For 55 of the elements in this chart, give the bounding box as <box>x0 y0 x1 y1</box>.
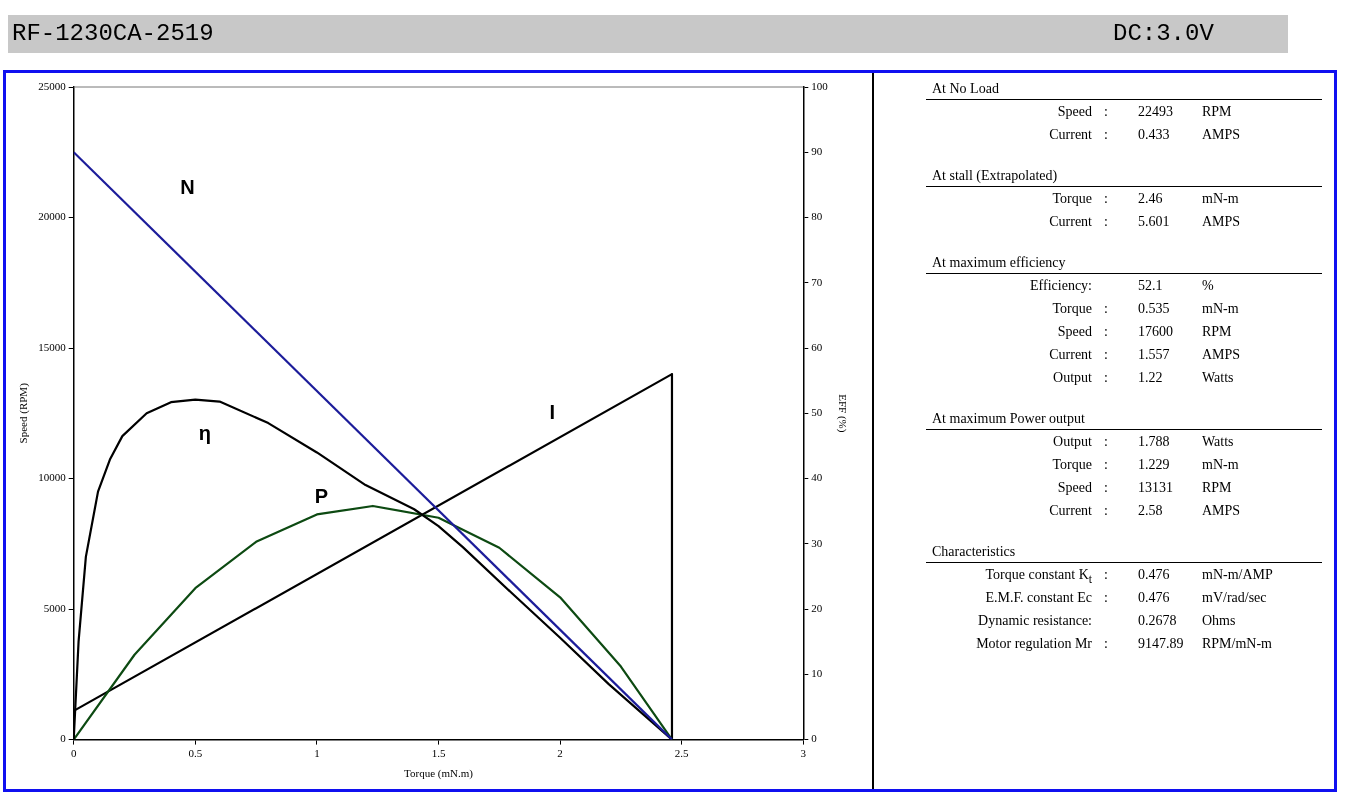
y2-axis-title: EFF (%) <box>835 394 849 433</box>
text: At No Load <box>926 79 1322 100</box>
y-tick-label: 15000 <box>38 340 67 353</box>
text: Torque : 1.229 mN-m <box>1052 457 1239 472</box>
text: N <box>180 176 195 199</box>
text: At maximum efficiency <box>926 253 1322 274</box>
text: Dynamic resistance: 0.2678 Ohms <box>978 613 1236 628</box>
text: Torque : 2.46 mN-m <box>1052 191 1239 206</box>
y-tick-label: 25000 <box>38 79 67 92</box>
y2-tick-label: 80 <box>811 210 823 223</box>
text: Output : 1.22 Watts <box>1053 370 1234 385</box>
y2-tick-label: 50 <box>811 406 823 419</box>
text: Current : 5.601 AMPS <box>1049 214 1241 229</box>
text: Torque : 0.535 mN-m <box>1052 301 1239 316</box>
text: Speed : 22493 RPM <box>1057 104 1232 119</box>
text: Motor regulation Mr : 9147.89 RPM/mN-m <box>976 636 1273 651</box>
text: At stall (Extrapolated) <box>926 166 1322 187</box>
y2-tick-label: 60 <box>811 340 823 353</box>
text: Speed : 17600 RPM <box>1057 324 1232 339</box>
x-tick-label: 1 <box>314 747 320 760</box>
series-label: I <box>549 401 556 424</box>
y2-tick-label: 20 <box>811 601 823 614</box>
text: At maximum Power output <box>926 409 1322 430</box>
text: Efficiency: 52.1 % <box>1030 278 1214 293</box>
y2-tick-label: 70 <box>811 275 823 288</box>
x-tick-label: 1.5 <box>431 747 446 760</box>
y-axis-title: Speed (RPM) <box>17 382 31 444</box>
chart-title: RF-1230CA-2519 <box>12 20 214 47</box>
text: Current : 2.58 AMPS <box>1049 503 1241 518</box>
y2-tick-label: 90 <box>811 145 823 158</box>
x-tick-label: 0.5 <box>188 747 203 760</box>
y-tick-label: 20000 <box>38 210 67 223</box>
series-label: P <box>314 485 329 508</box>
y2-tick-label: 30 <box>811 536 823 549</box>
text: Characteristics <box>926 542 1322 563</box>
text: Output : 1.788 Watts <box>1053 434 1234 449</box>
series-label: η <box>198 421 212 444</box>
y2-tick-label: 40 <box>811 471 823 484</box>
y-tick-label: 5000 <box>43 601 67 614</box>
x-tick-label: 3 <box>800 747 807 760</box>
text: DC:3.0V <box>1113 20 1214 47</box>
y2-tick-label: 10 <box>811 667 823 680</box>
x-tick-label: 0 <box>70 747 77 760</box>
y-tick-label: 10000 <box>38 471 67 484</box>
y2-tick-label: 100 <box>811 79 829 92</box>
y2-tick-label: 0 <box>811 732 818 745</box>
y-tick-label: 0 <box>60 732 67 745</box>
x-tick-label: 2.5 <box>674 747 690 760</box>
x-tick-label: 2 <box>557 747 563 760</box>
text: Current : 0.433 AMPS <box>1049 127 1241 142</box>
text: Torque constant K$_{t}$ : 0.476 mN-m/AMP <box>985 567 1273 586</box>
text: Speed : 13131 RPM <box>1057 480 1232 495</box>
text: E.M.F. constant Ec : 0.476 mV/rad/sec <box>985 590 1267 605</box>
x-axis-title: Torque (mN.m) <box>404 767 474 781</box>
text: Current : 1.557 AMPS <box>1049 347 1241 362</box>
